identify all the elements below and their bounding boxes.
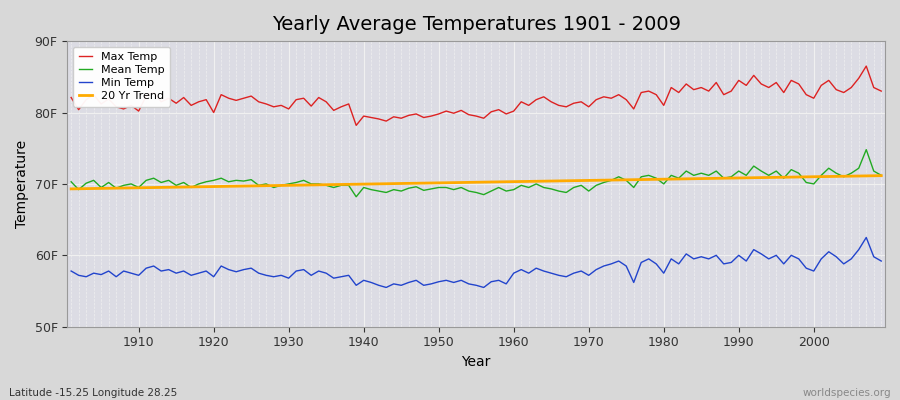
Mean Temp (876, 173, 886, 178)
Min Temp (516, 267, 526, 272)
Text: worldspecies.org: worldspecies.org (803, 388, 891, 398)
Mean Temp (291, 180, 302, 185)
Min Temp (876, 259, 886, 264)
20 Yr Trend (500, 179, 511, 184)
Max Temp (606, 96, 616, 101)
Min Temp (291, 269, 302, 274)
Max Temp (126, 103, 137, 108)
20 Yr Trend (876, 173, 886, 178)
Legend: Max Temp, Mean Temp, Min Temp, 20 Yr Trend: Max Temp, Mean Temp, Min Temp, 20 Yr Tre… (73, 47, 170, 106)
Min Temp (860, 235, 871, 240)
Min Temp (381, 285, 392, 290)
Max Temp (351, 123, 362, 128)
Max Temp (876, 89, 886, 94)
20 Yr Trend (598, 178, 609, 182)
Mean Temp (351, 194, 362, 199)
Mean Temp (336, 183, 346, 188)
X-axis label: Year: Year (462, 355, 490, 369)
Title: Yearly Average Temperatures 1901 - 2009: Yearly Average Temperatures 1901 - 2009 (272, 15, 680, 34)
Line: Mean Temp: Mean Temp (71, 150, 881, 197)
20 Yr Trend (66, 186, 77, 191)
20 Yr Trend (291, 183, 302, 188)
Mean Temp (508, 187, 519, 192)
Mean Temp (126, 182, 137, 186)
Y-axis label: Temperature: Temperature (15, 140, 29, 228)
20 Yr Trend (336, 182, 346, 187)
Max Temp (291, 97, 302, 102)
Max Temp (860, 64, 871, 68)
20 Yr Trend (508, 179, 519, 184)
Mean Temp (516, 183, 526, 188)
Max Temp (66, 95, 77, 100)
Text: Latitude -15.25 Longitude 28.25: Latitude -15.25 Longitude 28.25 (9, 388, 177, 398)
Min Temp (336, 274, 346, 279)
Min Temp (66, 269, 77, 274)
Mean Temp (860, 147, 871, 152)
Min Temp (508, 271, 519, 276)
Mean Temp (66, 179, 77, 184)
Line: Max Temp: Max Temp (71, 66, 881, 125)
Max Temp (508, 109, 519, 114)
Min Temp (606, 262, 616, 266)
Max Temp (516, 100, 526, 104)
Line: 20 Yr Trend: 20 Yr Trend (71, 176, 881, 189)
Max Temp (336, 104, 346, 109)
Mean Temp (606, 178, 616, 183)
20 Yr Trend (126, 186, 137, 190)
Line: Min Temp: Min Temp (71, 238, 881, 288)
Min Temp (126, 271, 137, 276)
